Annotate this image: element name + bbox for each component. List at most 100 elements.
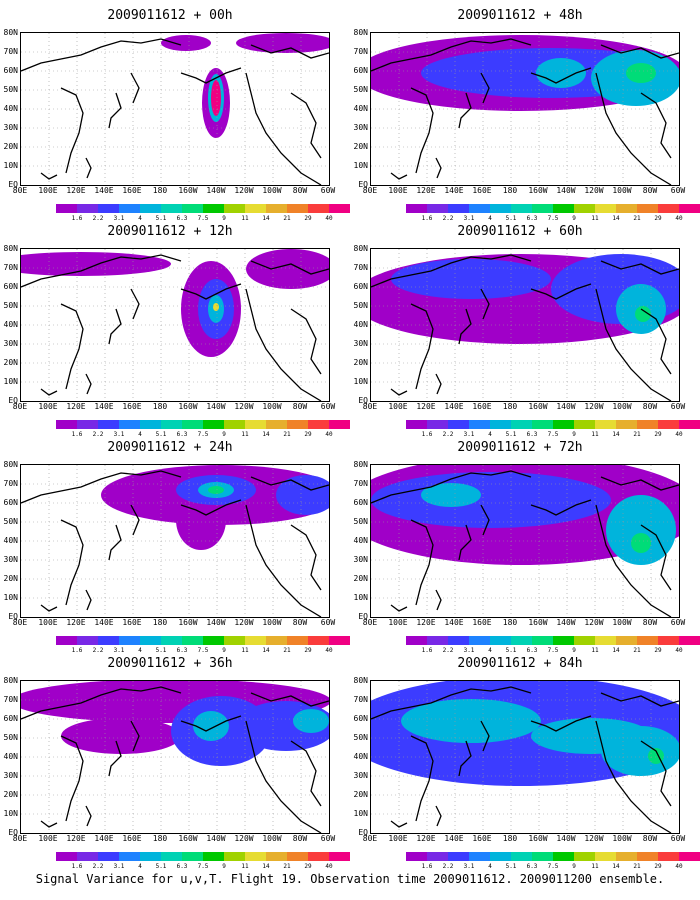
- lon-label: 160E: [472, 834, 492, 843]
- lat-label: 70N: [3, 263, 18, 272]
- colorbar-label: 29: [304, 863, 312, 870]
- colorbar-swatch: [56, 204, 77, 213]
- map-area: [370, 32, 680, 186]
- lat-label: 40N: [353, 536, 368, 545]
- colorbar-swatch: [574, 204, 595, 213]
- lon-label: 140E: [444, 186, 464, 195]
- lon-label: 80W: [292, 618, 308, 627]
- lat-label: 10N: [3, 377, 18, 386]
- colorbar-swatch: [56, 636, 77, 645]
- colorbar: [406, 204, 700, 213]
- colorbar-swatch: [448, 636, 469, 645]
- colorbar-label: 7.5: [197, 431, 209, 438]
- map-panel: 2009011612 + 84h 80N 70N 60N 50N 40N 30N 20N 10N…: [350, 656, 700, 870]
- coastline: [410, 303, 434, 390]
- coastline: [60, 87, 84, 174]
- lon-label: 100W: [612, 618, 632, 627]
- colorbar-label: 5.1: [505, 863, 517, 870]
- coastline: [435, 373, 442, 395]
- lat-label: 60N: [353, 282, 368, 291]
- colorbar-label: 1.6: [71, 863, 83, 870]
- lat-label: 60N: [3, 66, 18, 75]
- lon-label: 60W: [670, 186, 686, 195]
- colorbar-swatch: [77, 204, 98, 213]
- lon-label: 140W: [556, 402, 576, 411]
- coastline: [600, 692, 679, 707]
- colorbar-swatch: [329, 204, 350, 213]
- colorbar-swatch: [140, 852, 161, 861]
- colorbar-label: 6.3: [176, 647, 188, 654]
- variance-field: [213, 303, 219, 311]
- colorbar-swatch: [287, 204, 308, 213]
- colorbar-swatch: [448, 204, 469, 213]
- lon-label: 100E: [388, 834, 408, 843]
- map-area: [20, 248, 330, 402]
- colorbar-swatch: [329, 420, 350, 429]
- map-area: [20, 680, 330, 834]
- variance-field: [61, 718, 181, 754]
- colorbar-label: 5.1: [155, 863, 167, 870]
- colorbar-swatch: [77, 420, 98, 429]
- lon-label: 180: [152, 834, 168, 843]
- colorbar-swatch: [490, 204, 511, 213]
- lat-label: 70N: [3, 695, 18, 704]
- coastline: [595, 72, 672, 185]
- coastline: [250, 44, 329, 59]
- lat-label: EQ: [8, 828, 18, 837]
- lat-label: 10N: [353, 161, 368, 170]
- variance-field: [401, 699, 541, 743]
- colorbar-swatch: [119, 852, 140, 861]
- variance-field: [293, 709, 329, 733]
- lat-label: 50N: [353, 733, 368, 742]
- colorbar-label: 2.2: [92, 863, 104, 870]
- coastline: [180, 283, 242, 300]
- colorbar-label: 9: [572, 431, 576, 438]
- colorbar-label: 4: [138, 215, 142, 222]
- coastline: [21, 470, 182, 504]
- colorbar-swatch: [140, 204, 161, 213]
- colorbar-swatch: [637, 204, 658, 213]
- colorbar-label: 14: [262, 863, 270, 870]
- colorbar-label: 9: [222, 863, 226, 870]
- lat-label: 80N: [3, 460, 18, 469]
- variance-field: [606, 495, 676, 565]
- lon-label: 180: [502, 186, 518, 195]
- coastline: [21, 686, 182, 720]
- colorbar-label: 21: [283, 431, 291, 438]
- colorbar-swatch: [595, 636, 616, 645]
- lat-label: 40N: [3, 536, 18, 545]
- lon-label: 80E: [12, 618, 28, 627]
- lat-label: 40N: [3, 104, 18, 113]
- colorbar-label: 2.2: [442, 647, 454, 654]
- colorbar-swatch: [182, 204, 203, 213]
- colorbar-label: 21: [633, 863, 641, 870]
- coastline: [435, 805, 442, 827]
- colorbar-swatch: [119, 204, 140, 213]
- lon-label: 120E: [66, 402, 86, 411]
- lat-label: 80N: [3, 244, 18, 253]
- colorbar-label: 7.5: [547, 431, 559, 438]
- lon-label: 160W: [178, 186, 198, 195]
- colorbar-label: 4: [138, 431, 142, 438]
- lon-label: 180: [152, 618, 168, 627]
- colorbar-swatch: [490, 852, 511, 861]
- variance-field: [421, 483, 481, 507]
- colorbar-swatch: [658, 204, 679, 213]
- colorbar-label: 2.2: [92, 215, 104, 222]
- lon-label: 140W: [556, 186, 576, 195]
- lat-label: 80N: [3, 28, 18, 37]
- coastline: [85, 805, 92, 827]
- map-panel: 2009011612 + 12h 80N 70N 60N 50N 40N 30N 20N 10N…: [0, 224, 350, 438]
- lon-label: 180: [152, 186, 168, 195]
- coastline: [85, 157, 92, 179]
- colorbar-swatch: [574, 852, 595, 861]
- colorbar-label: 6.3: [176, 215, 188, 222]
- lon-label: 160W: [528, 834, 548, 843]
- lat-label: EQ: [8, 612, 18, 621]
- coastline: [458, 740, 472, 777]
- lon-label: 60W: [320, 186, 336, 195]
- colorbar-swatch: [224, 636, 245, 645]
- lat-label: 30N: [3, 771, 18, 780]
- lon-label: 180: [502, 618, 518, 627]
- colorbar-swatch: [308, 636, 329, 645]
